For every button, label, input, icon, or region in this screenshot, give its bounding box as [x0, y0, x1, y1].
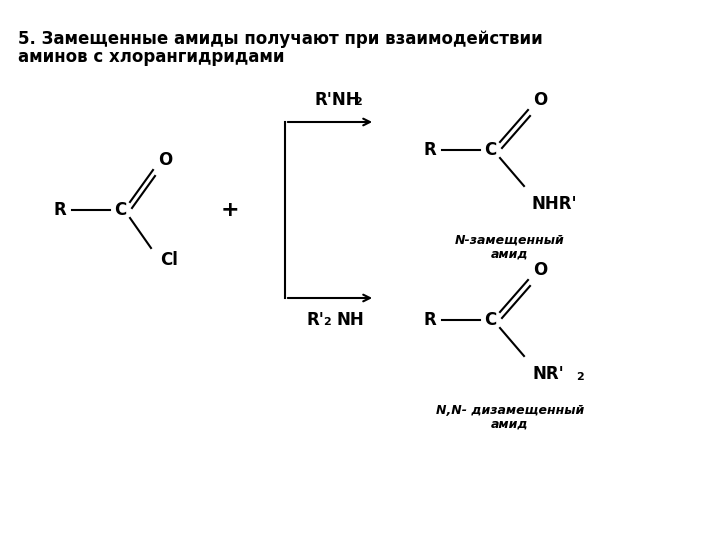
Text: NHR': NHR'	[531, 195, 577, 213]
Text: R: R	[423, 311, 436, 329]
Text: Cl: Cl	[160, 251, 178, 269]
Text: O: O	[533, 91, 547, 109]
Text: O: O	[158, 151, 172, 169]
Text: NR': NR'	[532, 365, 564, 383]
Text: C: C	[114, 201, 126, 219]
Text: N-замещенный: N-замещенный	[455, 233, 565, 246]
Text: амид: амид	[491, 417, 528, 430]
Text: 2: 2	[354, 97, 361, 107]
Text: +: +	[221, 200, 239, 220]
Text: R: R	[423, 141, 436, 159]
Text: R': R'	[306, 311, 324, 329]
Text: 2: 2	[576, 372, 584, 382]
Text: O: O	[533, 261, 547, 279]
Text: R'NH: R'NH	[314, 91, 359, 109]
Text: NH: NH	[336, 311, 364, 329]
Text: аминов с хлорангидридами: аминов с хлорангидридами	[18, 48, 284, 66]
Text: C: C	[484, 141, 496, 159]
Text: 2: 2	[323, 317, 330, 327]
Text: C: C	[484, 311, 496, 329]
Text: N,N- дизамещенный: N,N- дизамещенный	[436, 403, 584, 416]
Text: амид: амид	[491, 247, 528, 260]
Text: 5. Замещенные амиды получают при взаимодействии: 5. Замещенные амиды получают при взаимод…	[18, 30, 543, 48]
Text: R: R	[53, 201, 66, 219]
